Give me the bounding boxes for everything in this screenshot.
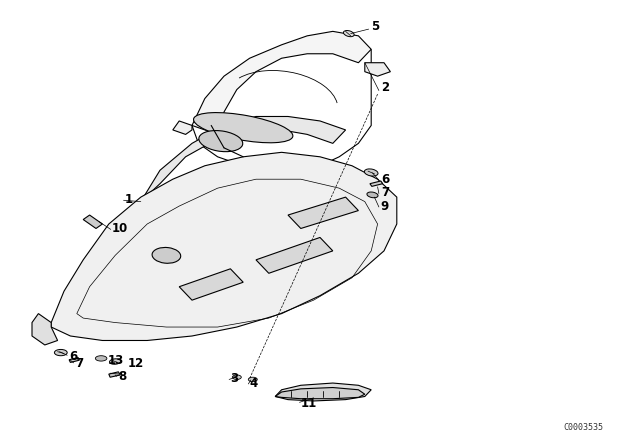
Ellipse shape: [54, 349, 67, 356]
Ellipse shape: [367, 192, 378, 198]
Text: 12: 12: [128, 357, 144, 370]
Text: 6: 6: [69, 349, 77, 363]
Polygon shape: [179, 269, 243, 300]
Text: 4: 4: [250, 376, 258, 390]
Polygon shape: [365, 63, 390, 76]
Polygon shape: [256, 237, 333, 273]
Text: 13: 13: [108, 354, 124, 367]
Ellipse shape: [199, 130, 243, 152]
Ellipse shape: [344, 30, 354, 37]
Ellipse shape: [364, 169, 378, 176]
Polygon shape: [141, 116, 346, 202]
Text: 7: 7: [76, 357, 84, 370]
Polygon shape: [192, 31, 371, 134]
Text: 8: 8: [118, 370, 127, 383]
Ellipse shape: [95, 356, 107, 361]
Text: 5: 5: [371, 20, 380, 34]
Text: 3: 3: [230, 372, 239, 385]
Text: 9: 9: [381, 199, 389, 213]
Polygon shape: [370, 181, 383, 186]
Polygon shape: [83, 215, 102, 228]
Text: 1: 1: [125, 193, 133, 206]
Ellipse shape: [248, 377, 257, 382]
Polygon shape: [275, 383, 371, 401]
Ellipse shape: [232, 375, 241, 379]
Ellipse shape: [193, 112, 293, 143]
Polygon shape: [109, 372, 120, 377]
Text: 6: 6: [381, 172, 389, 186]
Text: C0003535: C0003535: [563, 423, 604, 432]
Ellipse shape: [109, 359, 121, 364]
Text: 11: 11: [301, 396, 317, 410]
Text: 10: 10: [112, 222, 128, 235]
Text: 2: 2: [381, 81, 389, 94]
Ellipse shape: [152, 247, 180, 263]
Polygon shape: [69, 358, 79, 362]
Text: 7: 7: [381, 186, 389, 199]
Polygon shape: [288, 197, 358, 228]
Polygon shape: [173, 121, 192, 134]
Polygon shape: [32, 314, 58, 345]
Polygon shape: [275, 388, 365, 399]
Polygon shape: [51, 152, 397, 340]
